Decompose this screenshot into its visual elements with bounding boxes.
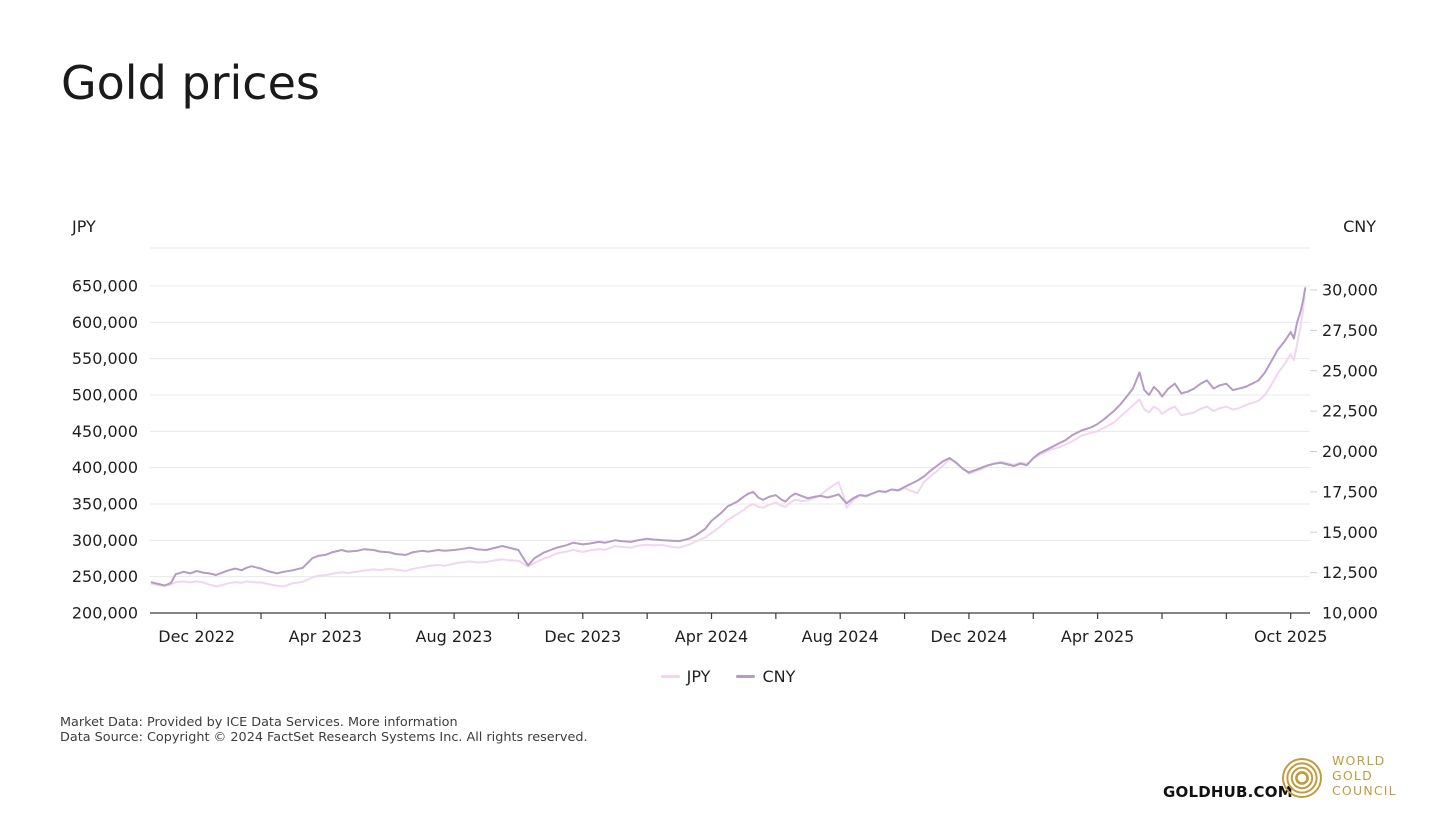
wgc-line-world: WORLD <box>1332 753 1386 768</box>
market-data-text: Market Data: Provided by ICE Data Servic… <box>60 715 348 730</box>
legend-swatch-cny <box>736 675 756 678</box>
left-axis-tick-label: 250,000 <box>72 567 138 586</box>
right-axis-tick-label: 17,500 <box>1322 482 1378 501</box>
left-axis-tick-label: 400,000 <box>72 458 138 477</box>
legend-label-jpy: JPY <box>686 667 711 686</box>
goldhub-label: GOLDHUB.COM <box>1163 783 1293 801</box>
jpy-line <box>150 286 1307 588</box>
x-axis-tick-label: Apr 2023 <box>289 627 362 646</box>
legend-swatch-jpy <box>660 675 680 678</box>
left-axis-tick-label: 200,000 <box>72 604 138 623</box>
x-axis-tick-label: Aug 2023 <box>416 627 493 646</box>
market-data-note: Market Data: Provided by ICE Data Servic… <box>60 715 588 730</box>
chart-legend: JPY CNY <box>0 667 1456 686</box>
right-axis-title: CNY <box>1343 217 1376 236</box>
left-axis-tick-label: 650,000 <box>72 277 138 296</box>
legend-label-cny: CNY <box>762 667 796 686</box>
data-source-note: Data Source: Copyright © 2024 FactSet Re… <box>60 730 588 745</box>
x-axis-tick-label: Dec 2024 <box>931 627 1008 646</box>
x-axis-tick-label: Dec 2022 <box>158 627 235 646</box>
world-gold-council-logo-icon <box>1282 758 1322 798</box>
left-axis-tick-label: 450,000 <box>72 422 138 441</box>
more-information-link[interactable]: More information <box>347 715 458 730</box>
right-axis-tick-label: 25,000 <box>1322 361 1378 380</box>
wgc-line-gold: GOLD <box>1332 768 1373 783</box>
right-axis-tick-label: 10,000 <box>1322 604 1378 623</box>
left-axis-title: JPY <box>72 217 96 236</box>
left-axis-tick-label: 300,000 <box>72 531 138 550</box>
right-axis-tick-label: 12,500 <box>1322 563 1378 582</box>
right-axis-tick-label: 30,000 <box>1322 281 1378 300</box>
right-axis-tick-label: 27,500 <box>1322 321 1378 340</box>
left-axis-tick-label: 550,000 <box>72 349 138 368</box>
cny-line <box>150 287 1307 587</box>
legend-item-cny[interactable]: CNY <box>736 667 795 686</box>
right-axis-tick-label: 15,000 <box>1322 523 1378 542</box>
x-axis-tick-label: Aug 2024 <box>802 627 879 646</box>
world-gold-council-wordmark: WORLD GOLD COUNCIL <box>1332 753 1397 798</box>
right-axis-tick-label: 20,000 <box>1322 442 1378 461</box>
x-axis-tick-label: Dec 2023 <box>544 627 621 646</box>
left-axis-tick-label: 350,000 <box>72 495 138 514</box>
left-axis-tick-label: 600,000 <box>72 313 138 332</box>
x-axis-tick-label: Apr 2024 <box>675 627 748 646</box>
legend-item-jpy[interactable]: JPY <box>660 667 711 686</box>
x-axis-tick-label: Oct 2025 <box>1254 627 1327 646</box>
left-axis-tick-label: 500,000 <box>72 386 138 405</box>
x-axis-tick-label: Apr 2025 <box>1061 627 1134 646</box>
page-title: Gold prices <box>61 56 320 110</box>
right-axis-tick-label: 22,500 <box>1322 402 1378 421</box>
footer-notes: Market Data: Provided by ICE Data Servic… <box>60 715 588 745</box>
branding-block: GOLDHUB.COM WORLD GOLD COUNCIL <box>1160 748 1410 810</box>
wgc-line-council: COUNCIL <box>1332 783 1397 798</box>
